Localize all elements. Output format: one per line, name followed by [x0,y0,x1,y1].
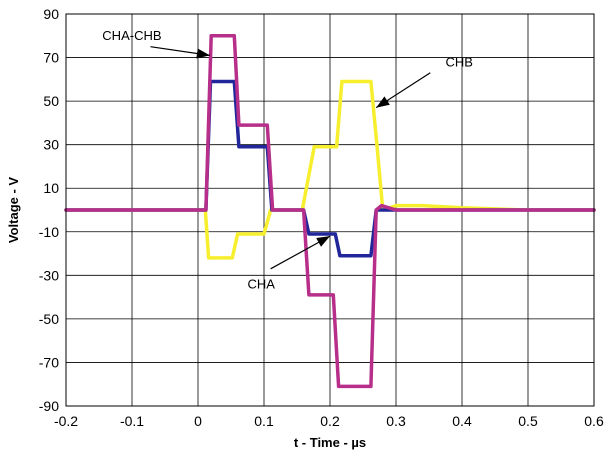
y-tick-label: -70 [39,354,59,370]
annotation-arrowhead [316,236,330,247]
annotation-arrowhead [376,96,390,108]
y-tick-label: 90 [43,6,59,22]
x-tick-label: 0.2 [320,413,340,429]
x-tick-label: 0.1 [254,413,274,429]
annotation-label: CHB [446,54,473,69]
x-tick-label: -0.1 [120,413,144,429]
x-tick-label: 0.3 [386,413,406,429]
y-axis-label: Voltage - V [6,177,21,244]
y-tick-label: 50 [43,93,59,109]
annotation-label: CHA-CHB [102,28,161,43]
y-tick-label: -90 [39,398,59,414]
x-axis-label: t - Time - µs [294,435,366,450]
y-tick-label: 10 [43,180,59,196]
series-line-cha-chb [64,34,596,389]
y-tick-label: 70 [43,50,59,66]
x-tick-label: -0.2 [54,413,78,429]
x-tick-label: 0.6 [584,413,604,429]
series-line-chb [64,79,596,260]
x-tick-label: 0.4 [452,413,472,429]
x-tick-label: 0.5 [518,413,538,429]
series-lines [64,34,596,389]
x-tick-labels: -0.2 -0.1 0 0.1 0.2 0.3 0.4 0.5 0.6 [54,413,604,429]
annotation-arrowhead [196,48,210,59]
annotations: CHA-CHB CHB CHA [102,28,473,291]
y-tick-label: -30 [39,267,59,283]
y-tick-label: 30 [43,137,59,153]
x-tick-label: 0 [194,413,202,429]
plot-frame [65,13,595,407]
annotation-label: CHA [248,276,276,291]
y-tick-label: -50 [39,311,59,327]
y-tick-label: -10 [39,224,59,240]
y-tick-labels: 90 70 50 30 10 -10 -30 -50 -70 -90 [39,6,59,414]
